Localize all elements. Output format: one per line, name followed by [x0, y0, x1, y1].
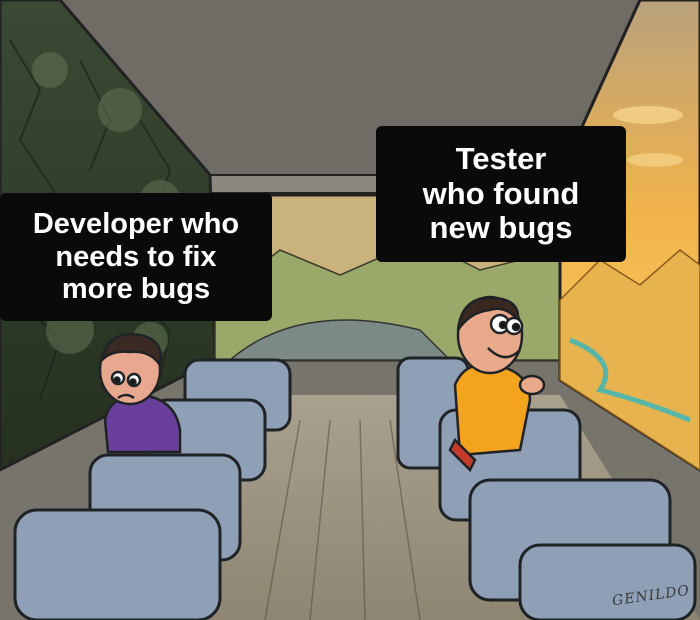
developer-caption-line-3: more bugs	[61, 273, 211, 306]
developer-caption-line-1: Developer who	[32, 208, 240, 241]
happy-tester-figure	[448, 295, 546, 473]
developer-caption-line-2: needs to fix	[55, 240, 217, 273]
tester-caption: Tester who found new bugs	[376, 126, 626, 262]
tester-caption-line-1: Tester	[455, 140, 547, 176]
left-seats	[13, 358, 292, 620]
tester-caption-line-2: who found	[422, 175, 580, 211]
sad-developer-figure	[98, 333, 182, 454]
tester-caption-line-3: new bugs	[429, 210, 573, 246]
developer-caption: Developer who needs to fix more bugs	[0, 193, 272, 321]
